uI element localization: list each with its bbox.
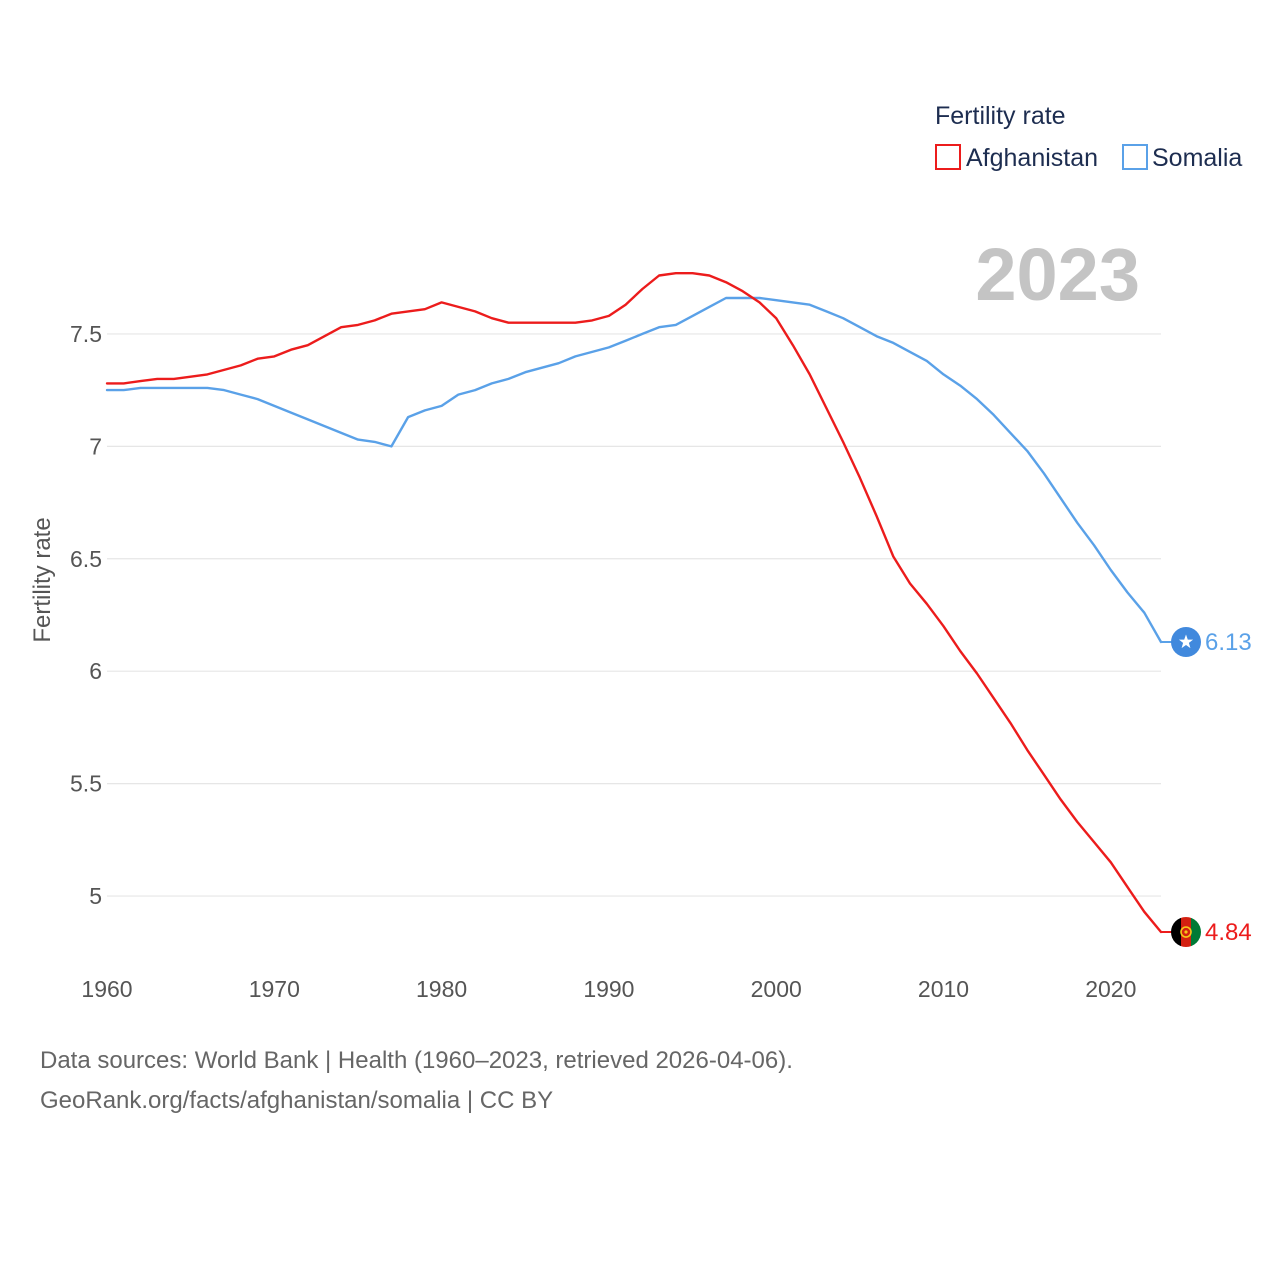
legend-label-somalia: Somalia <box>1152 144 1242 172</box>
legend-item-afghanistan[interactable]: Afghanistan <box>935 144 1098 172</box>
x-tick-label: 1990 <box>583 976 634 1002</box>
gridlines <box>107 333 1161 897</box>
series-line-afghanistan[interactable] <box>105 272 1163 934</box>
y-tick-label: 7.5 <box>70 321 102 347</box>
afghanistan-end-value: 4.84 <box>1205 919 1252 946</box>
y-axis-ticks: 5 5.5 6 6.5 7 7.5 <box>70 321 102 909</box>
x-tick-label: 1980 <box>416 976 467 1002</box>
legend-swatch-afghanistan <box>935 144 961 170</box>
y-tick-label: 7 <box>89 433 102 459</box>
x-axis-ticks: 1960 1970 1980 1990 2000 2010 2020 <box>81 976 1136 1002</box>
afghanistan-flag-icon <box>1171 917 1201 948</box>
y-tick-label: 5.5 <box>70 771 102 797</box>
legend-item-somalia[interactable]: Somalia <box>1122 144 1242 172</box>
y-tick-label: 6.5 <box>70 546 102 572</box>
year-label: 2023 <box>975 233 1140 316</box>
y-tick-label: 6 <box>89 658 102 684</box>
legend: Fertility rate Afghanistan Somalia <box>935 102 1242 172</box>
x-tick-label: 2000 <box>751 976 802 1002</box>
legend-swatch-somalia <box>1122 144 1148 170</box>
footer-source: Data sources: World Bank | Health (1960–… <box>40 1047 793 1074</box>
somalia-flag-icon <box>1171 626 1201 657</box>
y-tick-label: 5 <box>89 883 102 909</box>
x-tick-label: 1970 <box>249 976 300 1002</box>
series-line-somalia[interactable] <box>105 296 1163 644</box>
x-tick-label: 1960 <box>81 976 132 1002</box>
somalia-end-value: 6.13 <box>1205 629 1252 656</box>
legend-title: Fertility rate <box>935 102 1066 130</box>
legend-label-afghanistan: Afghanistan <box>966 144 1098 172</box>
series-lines <box>105 272 1186 934</box>
footer-credit[interactable]: GeoRank.org/facts/afghanistan/somalia | … <box>40 1087 553 1114</box>
x-tick-label: 2010 <box>918 976 969 1002</box>
y-axis-title: Fertility rate <box>29 517 56 642</box>
x-tick-label: 2020 <box>1085 976 1136 1002</box>
